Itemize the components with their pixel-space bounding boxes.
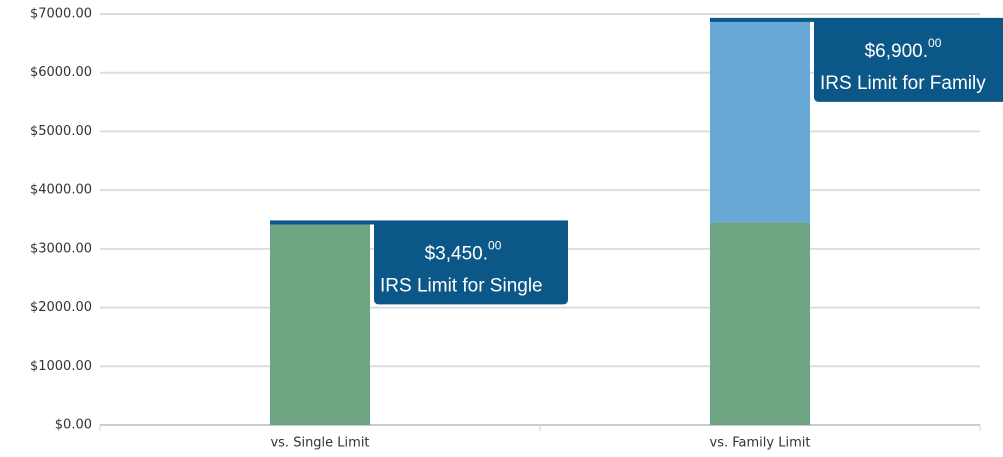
- y-tick-label: $0.00: [55, 418, 92, 433]
- annotation-box: [814, 19, 1003, 102]
- annotation-box: [374, 222, 568, 305]
- annotation-amount: $6,900.00: [865, 36, 942, 62]
- y-tick-label: $6000.00: [30, 65, 92, 80]
- x-tick-label: vs. Single Limit: [270, 436, 369, 451]
- y-tick-label: $1000.00: [30, 359, 92, 374]
- amount: $3,450.: [425, 243, 488, 264]
- bar-segment: [270, 222, 370, 425]
- y-tick-label: $3000.00: [30, 241, 92, 256]
- bar-segment: [710, 222, 810, 425]
- y-tick-label: $5000.00: [30, 124, 92, 139]
- amount: $6,900.: [865, 41, 928, 62]
- bar-segment: [710, 19, 810, 223]
- cents: 00: [928, 36, 942, 50]
- annotation-amount: $3,450.00: [425, 239, 502, 265]
- x-tick-label: vs. Family Limit: [710, 436, 811, 451]
- y-tick-label: $7000.00: [30, 7, 92, 22]
- annotation-text: IRS Limit for Single: [380, 275, 543, 296]
- cents: 00: [488, 239, 502, 253]
- y-tick-label: $4000.00: [30, 183, 92, 198]
- y-tick-label: $2000.00: [30, 300, 92, 315]
- annotation-text: IRS Limit for Family: [820, 73, 986, 94]
